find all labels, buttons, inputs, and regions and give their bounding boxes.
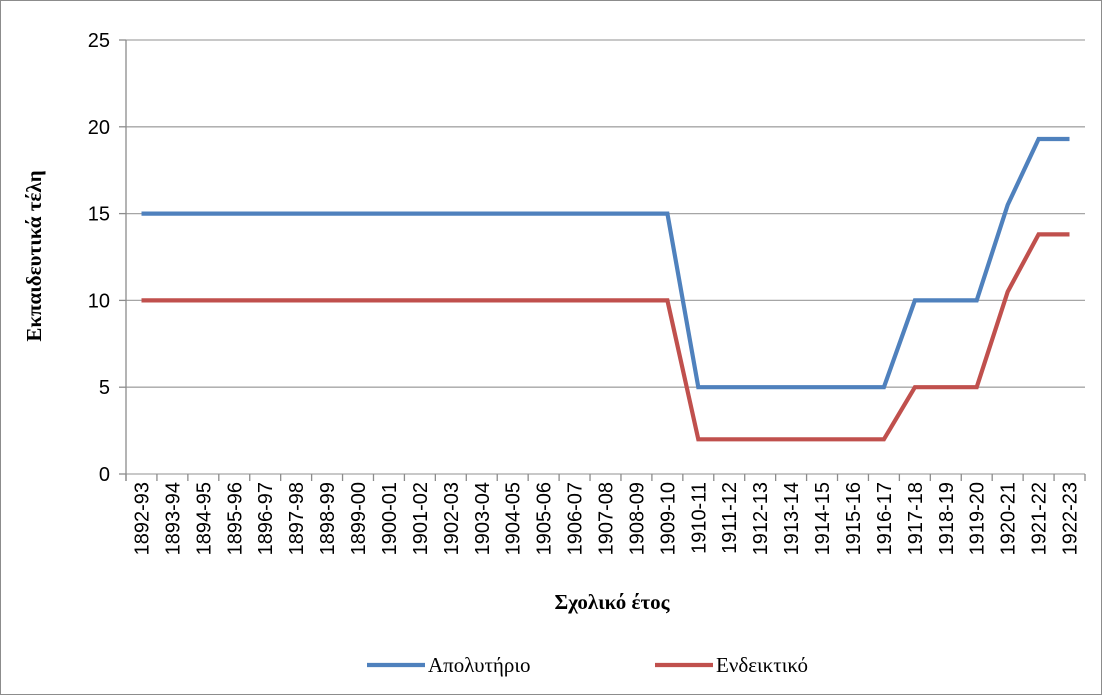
x-tick-label: 1895-96 — [224, 482, 246, 555]
x-axis-title: Σχολικό έτος — [555, 590, 671, 614]
x-tick-label: 1901-02 — [410, 482, 432, 555]
x-tick-label: 1915-16 — [843, 482, 865, 555]
x-tick-label: 1917-18 — [905, 482, 927, 555]
x-tick-label: 1914-15 — [812, 482, 834, 555]
x-tick-label: 1892-93 — [131, 482, 153, 555]
x-tick-label: 1903-04 — [472, 482, 494, 555]
x-tick-label: 1913-14 — [781, 482, 803, 555]
x-tick-label: 1916-17 — [874, 482, 896, 555]
legend-label: Ενδεικτικό — [716, 653, 808, 677]
x-tick-label: 1911-12 — [719, 482, 741, 554]
x-tick-label: 1894-95 — [193, 482, 215, 555]
series-line-1 — [141, 232, 1070, 442]
x-tick-label: 1918-19 — [936, 482, 958, 555]
y-axis-title: Εκπαιδευτικά τέλη — [22, 170, 46, 341]
x-tick-label: 1907-08 — [596, 482, 618, 555]
x-tick-label: 1912-13 — [750, 482, 772, 555]
x-tick-label: 1896-97 — [255, 482, 277, 555]
y-tick-label: 10 — [88, 290, 110, 312]
x-tick-label: 1902-03 — [441, 482, 463, 555]
x-tick-label: 1905-06 — [534, 482, 556, 555]
x-tick-label: 1920-21 — [998, 482, 1020, 555]
y-axis-tick-labels: 0 5 10 15 20 25 — [88, 30, 110, 486]
legend: Απολυτήριο Ενδεικτικό — [367, 653, 808, 677]
y-tick-label: 25 — [88, 30, 110, 52]
y-tick-label: 15 — [88, 204, 110, 226]
x-tick-label: 1910-11 — [688, 482, 710, 554]
x-tick-label: 1900-01 — [379, 482, 401, 555]
series-line-0 — [141, 136, 1070, 390]
gridlines — [119, 39, 1085, 475]
x-tick-label: 1908-09 — [626, 482, 648, 555]
x-tick-label: 1893-94 — [162, 482, 184, 555]
x-tick-label: 1919-20 — [967, 482, 989, 555]
x-tick-label: 1899-00 — [348, 482, 370, 555]
x-tick-label: 1909-10 — [657, 482, 679, 555]
series-lines — [141, 136, 1070, 442]
y-tick-label: 0 — [99, 464, 110, 486]
y-tick-label: 5 — [99, 377, 110, 399]
x-tick-label: 1904-05 — [503, 482, 525, 555]
y-tick-label: 20 — [88, 117, 110, 139]
x-tick-label: 1921-22 — [1029, 482, 1051, 555]
x-tick-label: 1898-99 — [317, 482, 339, 555]
x-tick-label: 1897-98 — [286, 482, 308, 555]
x-tick-label: 1906-07 — [565, 482, 587, 555]
x-tick-label: 1922-23 — [1060, 482, 1082, 555]
legend-label: Απολυτήριο — [428, 653, 531, 677]
x-axis: 1892-93 1893-94 1894-95 1895-96 1896-97 1897-… — [125, 40, 1086, 555]
